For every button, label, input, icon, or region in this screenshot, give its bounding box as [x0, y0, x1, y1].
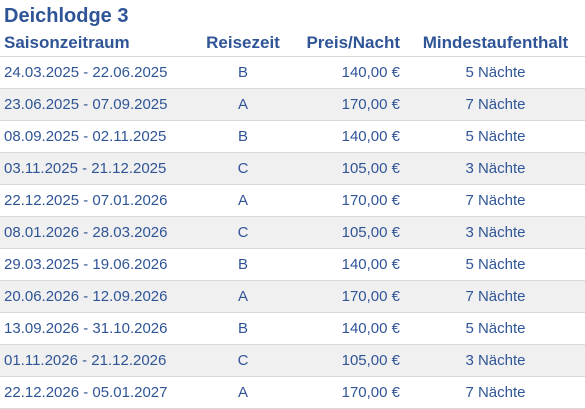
header-period: Saisonzeitraum: [4, 33, 130, 52]
cell-min-stay: 3 Nächte: [406, 152, 585, 185]
cell-travel-time: C: [188, 152, 298, 185]
cell-price: 105,00 €: [298, 344, 406, 377]
table-row: 22.12.2025 - 07.01.2026 A 170,00 € 7 Näc…: [0, 184, 585, 217]
cell-price: 140,00 €: [298, 312, 406, 345]
cell-travel-time: B: [188, 312, 298, 345]
table-row: 24.03.2025 - 22.06.2025 B 140,00 € 5 Näc…: [0, 56, 585, 89]
cell-min-stay: 5 Nächte: [406, 312, 585, 345]
cell-travel-time: A: [188, 280, 298, 313]
table-row: 13.09.2026 - 31.10.2026 B 140,00 € 5 Näc…: [0, 312, 585, 345]
cell-period: 29.03.2025 - 19.06.2026: [0, 248, 188, 281]
cell-price: 140,00 €: [298, 56, 406, 89]
cell-travel-time: C: [188, 216, 298, 249]
cell-travel-time: A: [188, 376, 298, 409]
cell-min-stay: 3 Nächte: [406, 344, 585, 377]
cell-min-stay: 5 Nächte: [406, 120, 585, 153]
cell-travel-time: B: [188, 248, 298, 281]
cell-price: 170,00 €: [298, 88, 406, 121]
cell-travel-time: B: [188, 120, 298, 153]
table-row: 22.12.2026 - 05.01.2027 A 170,00 € 7 Näc…: [0, 376, 585, 409]
table-row: 23.06.2025 - 07.09.2025 A 170,00 € 7 Näc…: [0, 88, 585, 121]
cell-min-stay: 7 Nächte: [406, 184, 585, 217]
cell-period: 08.01.2026 - 28.03.2026: [0, 216, 188, 249]
cell-travel-time: B: [188, 56, 298, 89]
table-row: 03.11.2025 - 21.12.2025 C 105,00 € 3 Näc…: [0, 152, 585, 185]
cell-min-stay: 7 Nächte: [406, 280, 585, 313]
cell-min-stay: 7 Nächte: [406, 88, 585, 121]
cell-price: 105,00 €: [298, 216, 406, 249]
cell-period: 08.09.2025 - 02.11.2025: [0, 120, 188, 153]
header-travel-time: Reisezeit: [206, 33, 280, 52]
header-min-stay: Mindestaufenthalt: [422, 33, 569, 52]
cell-period: 22.12.2026 - 05.01.2027: [0, 376, 188, 409]
cell-price: 140,00 €: [298, 248, 406, 281]
cell-min-stay: 5 Nächte: [406, 248, 585, 281]
cell-period: 01.11.2026 - 21.12.2026: [0, 344, 188, 377]
cell-travel-time: A: [188, 184, 298, 217]
page-title: Deichlodge 3: [4, 5, 129, 27]
table-row: 01.11.2026 - 21.12.2026 C 105,00 € 3 Näc…: [0, 344, 585, 377]
cell-min-stay: 3 Nächte: [406, 216, 585, 249]
cell-travel-time: C: [188, 344, 298, 377]
cell-price: 170,00 €: [298, 280, 406, 313]
table-row: 08.09.2025 - 02.11.2025 B 140,00 € 5 Näc…: [0, 120, 585, 153]
cell-price: 105,00 €: [298, 152, 406, 185]
season-price-table: Saisonzeitraum Reisezeit Preis/Nacht Min…: [0, 30, 585, 409]
cell-period: 20.06.2026 - 12.09.2026: [0, 280, 188, 313]
cell-period: 03.11.2025 - 21.12.2025: [0, 152, 188, 185]
cell-period: 23.06.2025 - 07.09.2025: [0, 88, 188, 121]
table-row: 29.03.2025 - 19.06.2026 B 140,00 € 5 Näc…: [0, 248, 585, 281]
cell-travel-time: A: [188, 88, 298, 121]
cell-period: 22.12.2025 - 07.01.2026: [0, 184, 188, 217]
cell-min-stay: 5 Nächte: [406, 56, 585, 89]
cell-price: 140,00 €: [298, 120, 406, 153]
table-row: 20.06.2026 - 12.09.2026 A 170,00 € 7 Näc…: [0, 280, 585, 313]
cell-period: 24.03.2025 - 22.06.2025: [0, 56, 188, 89]
table-row: 08.01.2026 - 28.03.2026 C 105,00 € 3 Näc…: [0, 216, 585, 249]
table-header: Saisonzeitraum Reisezeit Preis/Nacht Min…: [0, 30, 585, 57]
header-row: Saisonzeitraum Reisezeit Preis/Nacht Min…: [0, 30, 585, 57]
cell-price: 170,00 €: [298, 184, 406, 217]
header-price: Preis/Nacht: [306, 33, 400, 52]
cell-period: 13.09.2026 - 31.10.2026: [0, 312, 188, 345]
cell-price: 170,00 €: [298, 376, 406, 409]
table-body: 24.03.2025 - 22.06.2025 B 140,00 € 5 Näc…: [0, 56, 585, 409]
cell-min-stay: 7 Nächte: [406, 376, 585, 409]
